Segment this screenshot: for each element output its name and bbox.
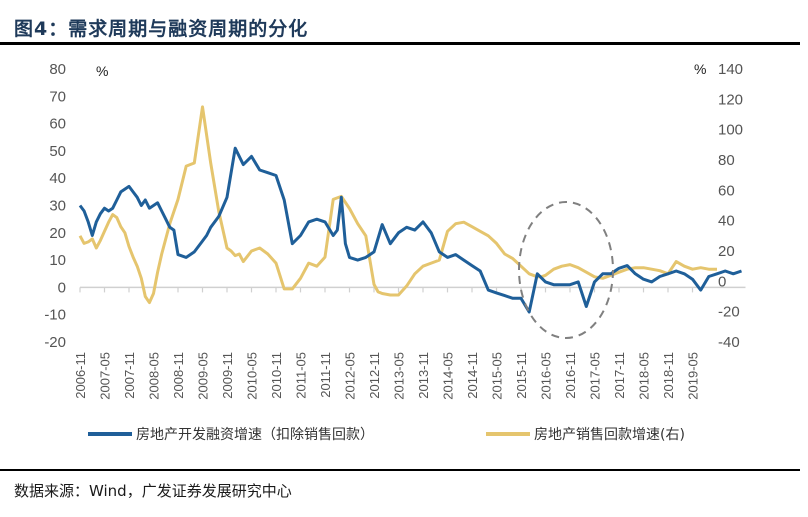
legend-swatch-financing [88,432,132,436]
legend-label-financing: 房地产开发融资增速（扣除销售回款） [136,427,374,443]
source-note: 数据来源：Wind，广发证券发展研究中心 [14,482,292,500]
x-tick-label: 2010-05 [245,352,260,400]
right-tick-label: 60 [718,182,735,199]
left-tick-label: 20 [49,225,66,242]
x-tick-label: 2012-05 [343,352,358,400]
highlight-ellipse [518,201,614,339]
x-tick-label: 2018-11 [661,352,676,399]
x-tick-label: 2019-05 [686,352,701,400]
right-axis-ticks: 140 120 100 80 60 40 20 0 -20 -40 [718,61,743,351]
x-tick-label: 2012-11 [367,352,382,399]
x-tick-label: 2017-11 [612,352,627,399]
x-tick-label: 2008-05 [147,352,162,400]
left-tick-label: 40 [49,170,66,187]
right-axis-unit: % [694,61,706,77]
left-tick-label: 30 [49,198,66,215]
x-tick-label: 2015-05 [490,352,505,400]
right-tick-label: -40 [718,334,740,351]
right-tick-label: 140 [718,61,743,78]
series-line-financing [78,146,742,314]
right-tick-label: -20 [718,304,740,321]
x-tick-label: 2014-05 [441,352,456,400]
left-tick-label: 50 [49,143,66,160]
right-tick-label: 0 [718,273,726,290]
x-tick-label: 2007-05 [98,352,113,400]
x-tick-label: 2014-11 [465,352,480,399]
left-tick-label: -10 [44,307,66,324]
series-lines [78,105,742,314]
x-tick-label: 2009-11 [220,352,235,399]
bottom-rule [0,469,800,471]
left-tick-label: -20 [44,334,66,351]
legend-item-sales: 房地产销售回款增速(右) [486,424,685,444]
left-axis-unit: % [96,63,108,79]
x-tick-label: 2009-05 [196,352,211,400]
x-tick-label: 2013-05 [392,352,407,400]
top-rule [0,42,800,45]
legend-swatch-sales [486,432,530,436]
x-tick-label: 2011-11 [318,352,333,398]
right-tick-label: 40 [718,213,735,230]
right-tick-label: 120 [718,91,743,108]
x-tick-label: 2008-11 [171,352,186,399]
x-tick-label: 2007-11 [122,352,137,399]
left-tick-label: 10 [49,252,66,269]
left-tick-label: 0 [58,279,66,296]
right-tick-label: 100 [718,122,743,139]
figure-title: 图4：需求周期与融资周期的分化 [14,18,309,40]
left-axis-ticks: 80 70 60 50 40 30 20 10 0 -10 -20 [44,61,66,351]
legend-label-sales: 房地产销售回款增速(右) [534,427,685,443]
x-tick-label: 2013-11 [416,352,431,399]
left-tick-label: 80 [49,61,66,78]
right-tick-label: 80 [718,152,735,169]
legend-item-financing: 房地产开发融资增速（扣除销售回款） [88,424,374,444]
x-tick-label: 2016-05 [539,352,554,400]
x-axis-ticks: 2006-11 2007-05 2007-11 2008-05 2008-11 2009-… [73,287,701,400]
left-tick-label: 70 [49,88,66,105]
x-tick-label: 2017-05 [588,352,603,400]
right-tick-label: 20 [718,243,735,260]
x-tick-label: 2018-05 [637,352,652,400]
series-line-sales [78,105,717,305]
left-tick-label: 60 [49,116,66,133]
x-tick-label: 2015-11 [514,352,529,399]
x-tick-label: 2006-11 [73,352,88,399]
x-tick-label: 2011-05 [294,352,309,399]
x-tick-label: 2016-11 [563,352,578,399]
x-tick-label: 2010-11 [269,352,284,399]
